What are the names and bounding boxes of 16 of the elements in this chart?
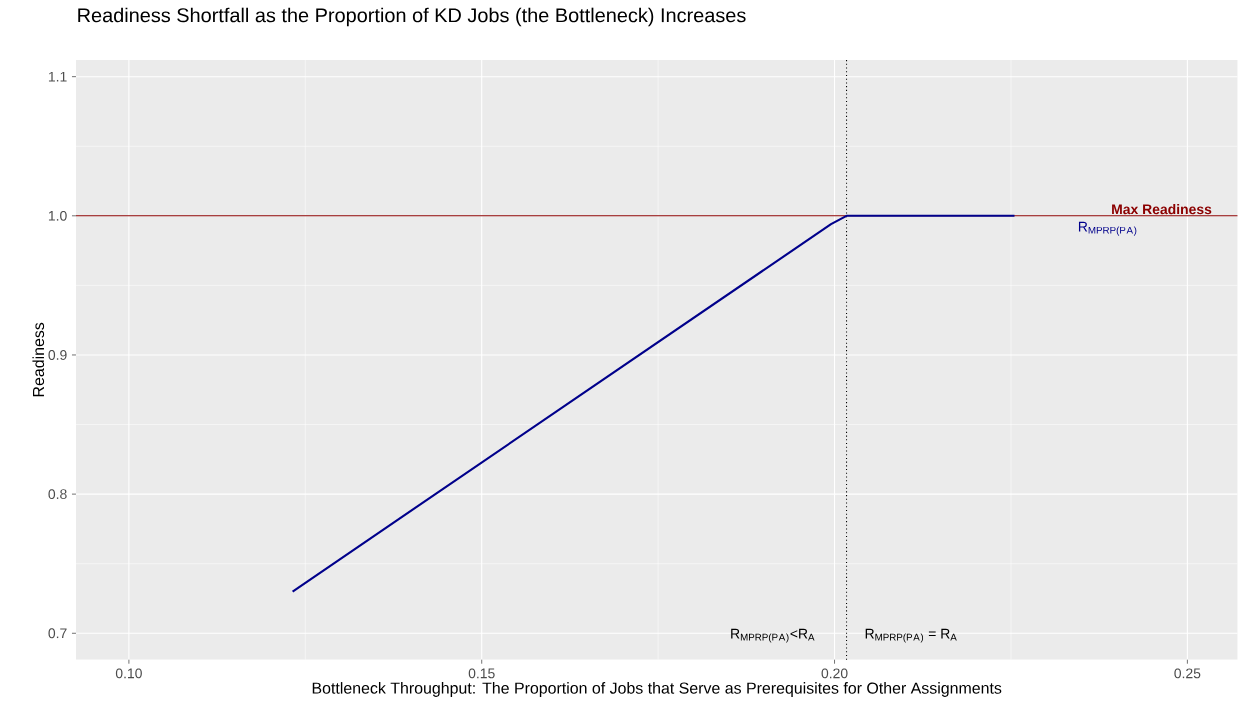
- y-tick-label: 0.9: [48, 350, 67, 361]
- x-axis-title: Bottleneck Throughput: The Proportion of Jobs that Serve as Prerequisites for Other Assignments: [312, 682, 1002, 698]
- y-axis-title: Readiness: [32, 322, 45, 397]
- x-tick-label: 0.10: [115, 668, 142, 679]
- annotation: R$_{MPRP(PA)}$ = R$_{A}$: [865, 628, 957, 643]
- x-tick-label: 0.15: [468, 668, 495, 679]
- x-tick-label: 0.25: [1174, 668, 1201, 679]
- ref-line-label: Max Readiness: [1112, 204, 1212, 215]
- y-tick-label: 0.7: [48, 628, 67, 639]
- annotation: R$_{MPRP(PA)}$<R$_{A}$: [731, 628, 815, 643]
- x-tick-label: 0.20: [821, 668, 848, 679]
- chart-title: Readiness Shortfall as the Proportion of KD Jobs (the Bottleneck) Increases: [78, 7, 746, 27]
- y-tick-label: 0.8: [48, 489, 67, 500]
- y-tick-label: 1.0: [48, 211, 67, 221]
- y-tick-label: 1.1: [48, 72, 67, 82]
- text: R$_{MPRP(PA)}$: [1078, 222, 1137, 236]
